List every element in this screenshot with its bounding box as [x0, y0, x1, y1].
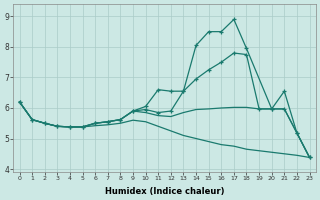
X-axis label: Humidex (Indice chaleur): Humidex (Indice chaleur): [105, 187, 224, 196]
